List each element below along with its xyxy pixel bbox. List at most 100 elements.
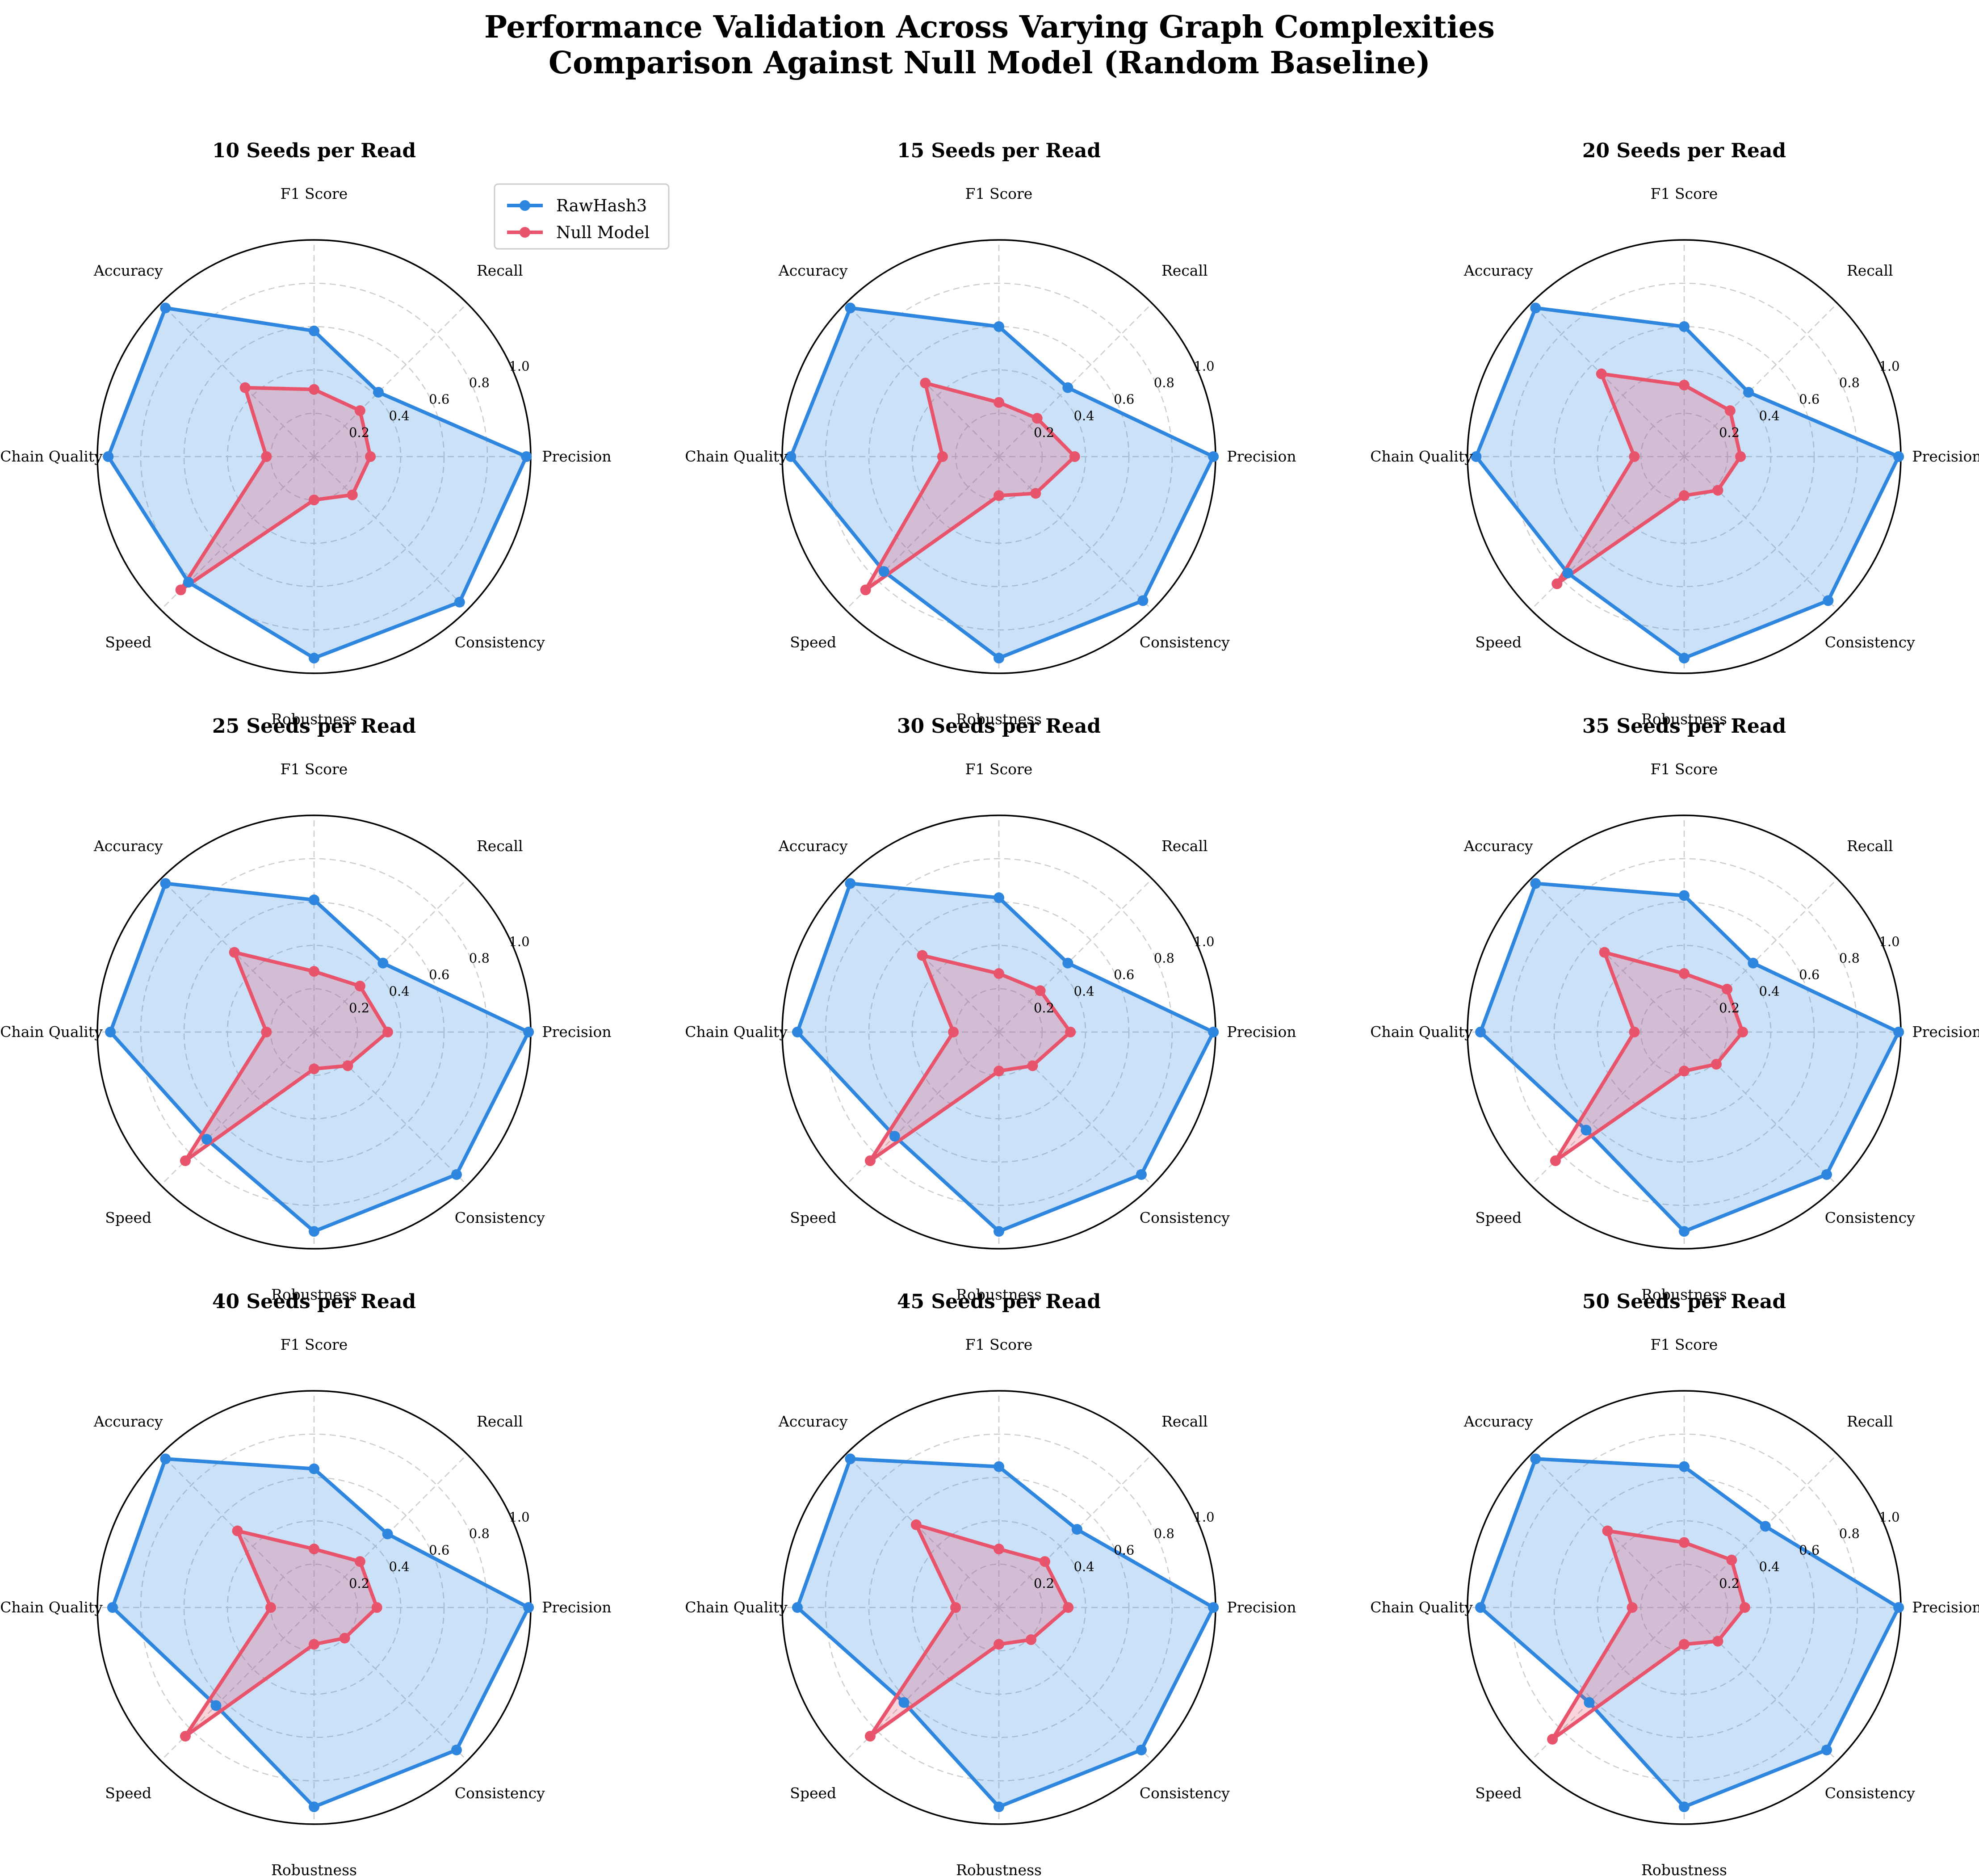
axis-label-robustness: Robustness <box>956 1861 1042 1876</box>
data-point-null-model-accuracy <box>917 950 928 961</box>
data-point-rawhash3-consistency <box>1136 1744 1147 1755</box>
axis-label-precision: Precision <box>1227 1023 1296 1041</box>
data-point-null-model-precision <box>1739 1602 1750 1613</box>
data-point-rawhash3-f1-score <box>1679 1461 1690 1472</box>
data-point-rawhash3-robustness <box>309 1226 319 1237</box>
radial-tick-label: 1.0 <box>1194 934 1214 949</box>
data-point-null-model-f1-score <box>1679 968 1690 979</box>
data-point-rawhash3-chain-quality <box>103 451 114 462</box>
data-point-null-model-robustness <box>994 1639 1004 1650</box>
data-point-rawhash3-accuracy <box>845 878 856 889</box>
data-point-null-model-f1-score <box>994 1544 1004 1555</box>
axis-label-robustness: Robustness <box>1641 710 1727 728</box>
data-point-rawhash3-robustness <box>1679 653 1690 664</box>
data-point-null-model-f1-score <box>309 966 319 977</box>
data-point-null-model-chain-quality <box>937 451 948 462</box>
grid-spoke-consistency <box>998 1032 1153 1186</box>
data-point-null-model-accuracy <box>232 1525 243 1536</box>
data-point-rawhash3-chain-quality <box>1475 1027 1486 1037</box>
radial-tick-label: 0.2 <box>349 425 369 440</box>
data-point-rawhash3-speed <box>1562 567 1573 579</box>
radial-tick-label: 0.4 <box>1074 408 1094 424</box>
data-point-rawhash3-recall <box>373 386 384 398</box>
radial-tick-label: 0.4 <box>389 1559 410 1574</box>
radial-tick-label: 0.8 <box>469 1526 490 1541</box>
axis-label-accuracy: Accuracy <box>1463 262 1533 279</box>
grid-ring-3 <box>1510 1433 1858 1782</box>
data-point-null-model-precision <box>382 1027 393 1037</box>
data-point-rawhash3-f1-score <box>1679 321 1690 332</box>
axis-label-accuracy: Accuracy <box>93 262 163 279</box>
data-point-rawhash3-speed <box>210 1700 222 1711</box>
radar-panel-30-seeds-per-read: 0.2 0.4 0.6 0.8 1.0 Precision Recall F1 Score Ac… <box>685 715 1296 1303</box>
grid-spoke-consistency <box>1684 1032 1838 1186</box>
axis-label-recall: Recall <box>1161 262 1208 279</box>
data-point-rawhash3-speed <box>1584 1697 1595 1708</box>
axis-label-consistency: Consistency <box>1140 1784 1230 1802</box>
grid-spoke-consistency <box>314 456 468 610</box>
panel-title: 35 Seeds per Read <box>1582 715 1786 738</box>
data-point-null-model-accuracy <box>920 378 931 389</box>
data-point-rawhash3-recall <box>382 1528 393 1540</box>
axis-label-speed: Speed <box>1475 634 1522 651</box>
data-point-rawhash3-chain-quality <box>1471 451 1482 462</box>
axis-label-recall: Recall <box>477 1413 523 1430</box>
radial-tick-label: 0.6 <box>1799 967 1820 982</box>
radial-tick-label: 0.2 <box>1034 425 1054 440</box>
radial-tick-label: 1.0 <box>1194 1509 1214 1524</box>
radial-tick-label: 0.2 <box>349 1000 369 1016</box>
radial-tick-label: 0.8 <box>1154 375 1174 390</box>
axis-label-chain-quality: Chain Quality <box>0 1023 103 1041</box>
data-point-rawhash3-accuracy <box>845 302 856 314</box>
radar-panel-15-seeds-per-read: 0.2 0.4 0.6 0.8 1.0 Precision Recall F1 Score Ac… <box>685 139 1296 728</box>
data-point-rawhash3-chain-quality <box>105 1027 116 1037</box>
data-point-rawhash3-accuracy <box>160 302 171 314</box>
axis-label-robustness: Robustness <box>956 710 1042 728</box>
legend-label-null-model: Null Model <box>556 223 650 242</box>
radial-tick-label: 0.6 <box>429 1543 449 1558</box>
data-point-null-model-chain-quality <box>1629 1027 1640 1037</box>
axis-label-precision: Precision <box>1912 1599 1979 1616</box>
data-point-null-model-speed <box>1547 1733 1558 1745</box>
grid-spoke-consistency <box>1684 456 1838 610</box>
radial-tick-label: 0.6 <box>1114 967 1134 982</box>
axis-label-speed: Speed <box>1475 1784 1522 1802</box>
grid-spoke-accuracy <box>160 303 314 457</box>
axis-label-f1-score: F1 Score <box>965 760 1033 778</box>
data-point-rawhash3-consistency <box>1821 1169 1832 1180</box>
radial-tick-label: 0.6 <box>1799 392 1820 407</box>
axis-label-speed: Speed <box>1475 1209 1522 1226</box>
data-point-null-model-speed <box>175 584 186 596</box>
radial-tick-label: 0.4 <box>1074 984 1094 999</box>
axis-label-f1-score: F1 Score <box>1651 1336 1718 1353</box>
grid-ring-3 <box>140 1433 488 1782</box>
data-point-rawhash3-precision <box>1893 451 1904 462</box>
figure-title-line-2: Comparison Against Null Model (Random Ba… <box>549 45 1430 81</box>
data-point-rawhash3-precision <box>523 1027 534 1037</box>
radial-tick-label: 0.2 <box>1034 1000 1054 1016</box>
radial-tick-label: 1.0 <box>509 934 529 949</box>
grid-spoke-consistency <box>998 456 1153 610</box>
axis-label-speed: Speed <box>105 1784 151 1802</box>
data-point-null-model-consistency <box>342 1060 353 1071</box>
radar-panel-45-seeds-per-read: 0.2 0.4 0.6 0.8 1.0 Precision Recall F1 Score Ac… <box>685 1290 1296 1876</box>
axis-label-f1-score: F1 Score <box>281 1336 348 1353</box>
data-point-null-model-chain-quality <box>265 1602 276 1613</box>
data-point-null-model-accuracy <box>239 382 251 393</box>
grid-ring-2 <box>868 1477 1130 1738</box>
data-point-null-model-consistency <box>339 1633 350 1644</box>
data-point-rawhash3-recall <box>1748 957 1759 969</box>
data-point-null-model-robustness <box>994 490 1004 501</box>
grid-spoke-recall <box>1684 878 1838 1032</box>
grid-ring-3 <box>1510 858 1858 1206</box>
data-point-null-model-speed <box>1550 1155 1561 1167</box>
axis-label-robustness: Robustness <box>271 1861 357 1876</box>
data-point-null-model-accuracy <box>1599 947 1610 958</box>
data-point-rawhash3-robustness <box>309 1801 319 1813</box>
axis-label-accuracy: Accuracy <box>1463 1413 1533 1430</box>
axis-label-speed: Speed <box>790 1784 836 1802</box>
radial-tick-label: 1.0 <box>1194 358 1214 374</box>
radial-tick-label: 0.6 <box>1799 1543 1820 1558</box>
data-point-rawhash3-f1-score <box>309 325 319 336</box>
grid-spoke-consistency <box>1684 1607 1838 1761</box>
